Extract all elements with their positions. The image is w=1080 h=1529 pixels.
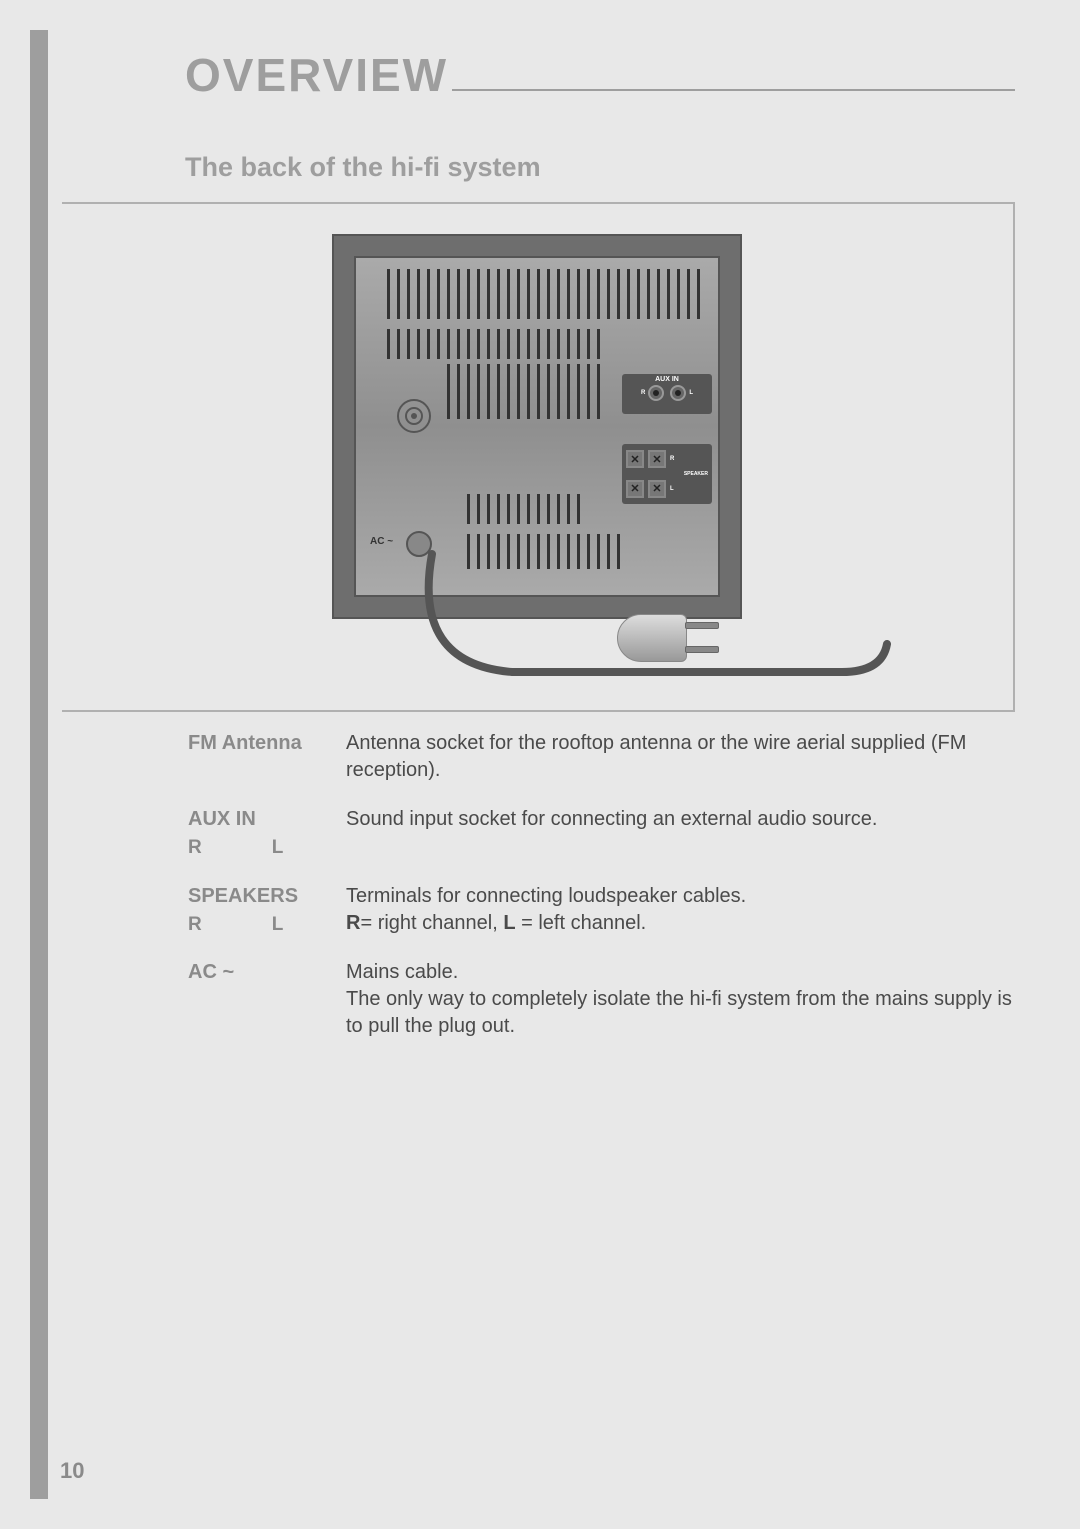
def-label: AUX IN R L <box>188 806 346 861</box>
speaker-terminal: ✕ <box>648 450 666 468</box>
aux-jack-r <box>648 385 664 401</box>
definition-row: AC ~ Mains cable. The only way to comple… <box>188 959 1018 1040</box>
vent-grille <box>387 329 607 359</box>
aux-in-label: AUX IN <box>655 376 679 383</box>
def-desc-line2: The only way to completely isolate the h… <box>346 988 1012 1037</box>
def-desc: Mains cable. The only way to completely … <box>346 959 1018 1040</box>
hifi-back-panel: AUX IN R L ✕ ✕ R <box>332 234 742 619</box>
aux-jack-l <box>670 385 686 401</box>
aux-l-label: L <box>689 390 693 396</box>
speaker-terminal: ✕ <box>648 480 666 498</box>
definition-row: FM Antenna Antenna socket for the roofto… <box>188 730 1018 784</box>
def-label: SPEAKERS R L <box>188 883 346 938</box>
speaker-terminal: ✕ <box>626 450 644 468</box>
definition-row: SPEAKERS R L Terminals for connecting lo… <box>188 883 1018 938</box>
title-rule <box>452 89 1015 91</box>
fm-antenna-socket <box>397 399 431 433</box>
channel-r: R <box>188 912 202 938</box>
title-text: OVERVIEW <box>185 48 448 102</box>
vent-grille <box>447 364 607 419</box>
mains-plug <box>617 604 727 669</box>
definition-row: AUX IN R L Sound input socket for connec… <box>188 806 1018 861</box>
definitions-table: FM Antenna Antenna socket for the roofto… <box>188 730 1018 1062</box>
page-title: OVERVIEW <box>185 48 1015 102</box>
aux-in-panel: AUX IN R L <box>622 374 712 414</box>
diagram-frame: AUX IN R L ✕ ✕ R <box>62 202 1015 712</box>
def-desc: Terminals for connecting loudspeaker cab… <box>346 883 1018 937</box>
speaker-label: SPEAKER <box>626 471 708 477</box>
speaker-l-label: L <box>670 486 674 492</box>
page-number: 10 <box>60 1458 84 1484</box>
def-desc: Antenna socket for the rooftop antenna o… <box>346 730 1018 784</box>
speaker-terminal-panel: ✕ ✕ R SPEAKER ✕ ✕ L <box>622 444 712 504</box>
def-desc-line2: R= right channel, L = left channel. <box>346 912 646 934</box>
page-subtitle: The back of the hi-fi system <box>185 152 541 183</box>
def-label: AC ~ <box>188 959 346 986</box>
left-margin-bar <box>30 30 48 1499</box>
aux-r-label: R <box>641 390 645 396</box>
channel-l: L <box>272 835 284 861</box>
channel-l: L <box>272 912 284 938</box>
def-label: FM Antenna <box>188 730 346 757</box>
speaker-r-label: R <box>670 456 674 462</box>
speaker-terminal: ✕ <box>626 480 644 498</box>
channel-r: R <box>188 835 202 861</box>
def-desc: Sound input socket for connecting an ext… <box>346 806 1018 833</box>
vent-grille <box>467 494 587 524</box>
page: OVERVIEW The back of the hi-fi system AU… <box>30 30 1050 1499</box>
vent-grille <box>387 269 707 319</box>
ac-label: AC ~ <box>370 536 393 547</box>
